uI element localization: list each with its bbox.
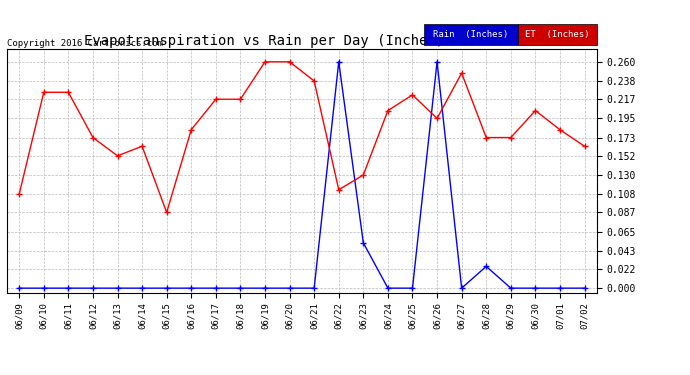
Text: Rain  (Inches): Rain (Inches) xyxy=(433,30,509,39)
Title: Evapotranspiration vs Rain per Day (Inches) 20160703: Evapotranspiration vs Rain per Day (Inch… xyxy=(84,34,520,48)
Text: ET  (Inches): ET (Inches) xyxy=(525,30,589,39)
Text: Copyright 2016 Cartronics.com: Copyright 2016 Cartronics.com xyxy=(7,39,163,48)
